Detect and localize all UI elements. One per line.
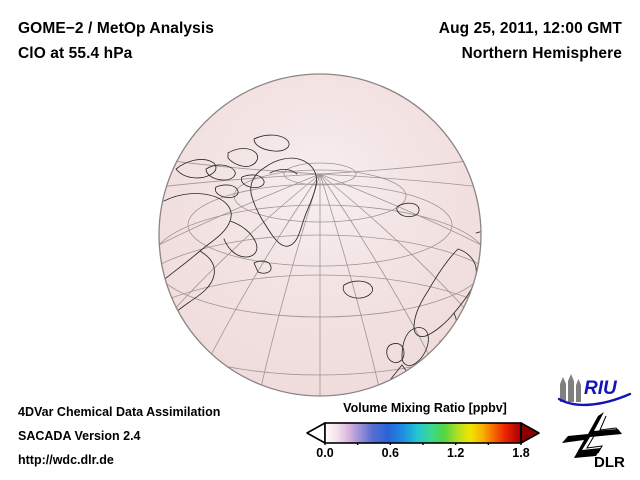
dlr-logo-svg: DLR <box>562 412 625 471</box>
colorbar-under-arrow <box>306 422 326 444</box>
colorbar-svg <box>306 422 540 445</box>
header-right-block: Aug 25, 2011, 12:00 GMT Northern Hemisph… <box>282 16 622 66</box>
dlr-wordmark: DLR <box>594 454 625 470</box>
colorbar-tick-label: 0.0 <box>316 446 334 460</box>
datetime-label: Aug 25, 2011, 12:00 GMT <box>438 20 622 37</box>
riu-logo-svg: RIU <box>557 374 632 407</box>
dlr-mark <box>562 412 622 458</box>
instrument-title: GOME−2 / MetOp Analysis <box>18 20 214 37</box>
credits-block: 4DVar Chemical Data Assimilation SACADA … <box>18 400 308 472</box>
credit-method: 4DVar Chemical Data Assimilation <box>18 405 221 419</box>
colorbar-tick-label: 1.8 <box>512 446 530 460</box>
dlr-logo: DLR <box>560 410 634 471</box>
colorbar-gradient-bar <box>324 422 522 444</box>
riu-wordmark: RIU <box>584 378 618 399</box>
globe-map <box>158 73 482 397</box>
species-level-title: ClO at 55.4 hPa <box>18 45 133 62</box>
colorbar-block: Volume Mixing Ratio [ppbv] 0.0 0.6 1.2 1.8 <box>305 400 545 464</box>
riu-skyline-mark <box>560 374 581 402</box>
colorbar-tick-label: 1.2 <box>446 446 465 460</box>
credit-url[interactable]: http://wdc.dlr.de <box>18 453 114 467</box>
globe-limb <box>158 73 482 397</box>
colorbar-tick-labels: 0.0 0.6 1.2 1.8 <box>305 446 541 464</box>
globe-svg <box>158 73 482 397</box>
riu-logo: RIU <box>556 372 634 408</box>
colorbar-over-arrow <box>520 422 540 444</box>
hemisphere-label: Northern Hemisphere <box>461 45 622 62</box>
colorbar-title: Volume Mixing Ratio [ppbv] <box>343 401 507 415</box>
colorbar-tick-label: 0.6 <box>381 446 400 460</box>
credit-version: SACADA Version 2.4 <box>18 429 141 443</box>
riu-swoosh <box>557 392 632 407</box>
colorbar-graphic <box>305 421 541 445</box>
colorbar-ticks <box>324 443 522 445</box>
header-left-block: GOME−2 / MetOp Analysis ClO at 55.4 hPa <box>18 16 358 66</box>
